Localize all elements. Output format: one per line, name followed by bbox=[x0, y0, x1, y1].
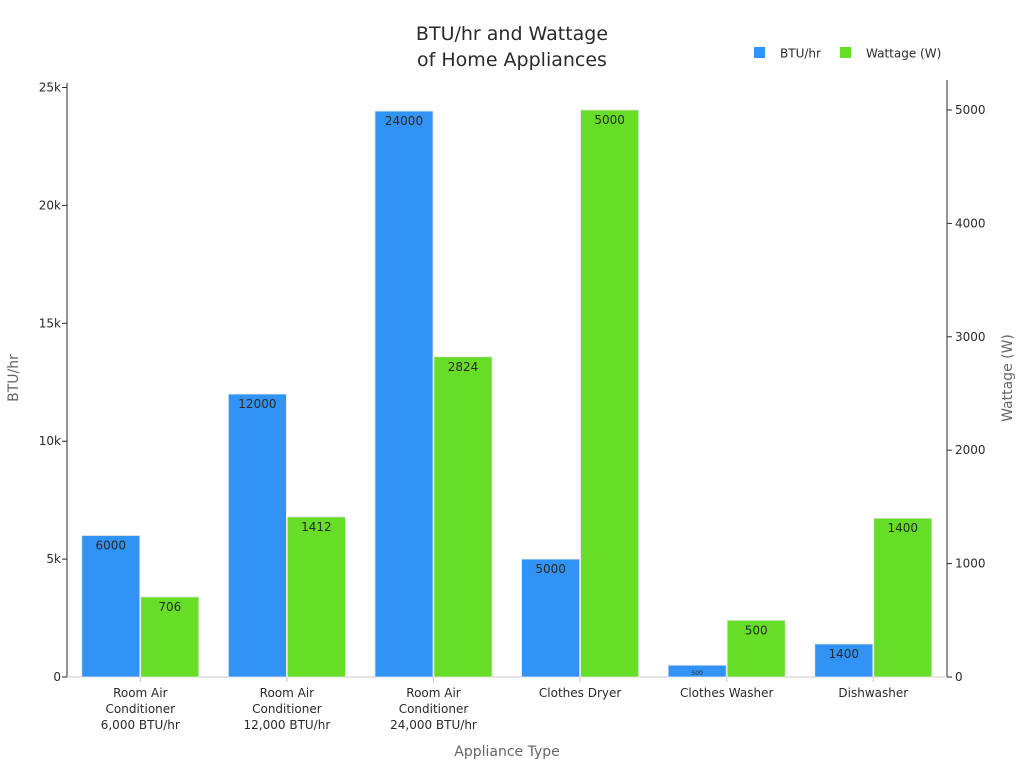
bar-value-label: 1400 bbox=[829, 647, 860, 661]
bar-value-label: 2824 bbox=[448, 360, 479, 374]
bar-btu bbox=[521, 558, 580, 678]
legend-label: BTU/hr bbox=[780, 47, 821, 61]
axes: 0 5k 10k 15k 20k 25k 0 1000 2000 3000 4000 5000 Room… bbox=[39, 80, 986, 732]
x-tick-label-line: 24,000 BTU/hr bbox=[390, 718, 477, 732]
bar-value-label: 1400 bbox=[888, 521, 919, 535]
bar-wattage bbox=[286, 516, 346, 678]
chart-title-line: of Home Appliances bbox=[417, 49, 607, 71]
chart-title-line: BTU/hr and Wattage bbox=[416, 23, 608, 45]
bar-btu bbox=[374, 110, 434, 678]
bar-value-label: 500 bbox=[745, 623, 768, 637]
x-tick-label: Dishwasher bbox=[838, 686, 908, 700]
x-tick-label-line: Conditioner bbox=[399, 702, 469, 716]
bar-value-label: 1412 bbox=[301, 520, 332, 534]
y-left-tick-label: 15k bbox=[39, 316, 61, 330]
y-left-tick-label: 5k bbox=[46, 552, 61, 566]
legend-swatch bbox=[840, 47, 851, 58]
bar-btu bbox=[814, 643, 874, 678]
y-axis-title-left: BTU/hr bbox=[6, 354, 22, 402]
y-right-tick-label: 2000 bbox=[955, 443, 986, 457]
x-tick-label-line: Clothes Washer bbox=[680, 686, 774, 700]
x-tick-label: Room Air Conditioner 12,000 BTU/hr bbox=[244, 686, 331, 732]
x-tick-label-line: Conditioner bbox=[106, 702, 176, 716]
bar-value-label: 500 bbox=[691, 670, 703, 677]
legend-label: Wattage (W) bbox=[866, 47, 941, 61]
bar-wattage bbox=[433, 356, 493, 678]
y-right-tick-label: 5000 bbox=[955, 103, 986, 117]
x-tick-label-line: Room Air bbox=[406, 686, 461, 700]
y-right-tick-label: 4000 bbox=[955, 216, 986, 230]
x-tick-label: Clothes Dryer bbox=[539, 686, 621, 700]
x-axis-title: Appliance Type bbox=[454, 744, 560, 760]
bar-btu bbox=[81, 535, 141, 678]
bar-value-label: 12000 bbox=[238, 397, 276, 411]
x-tick-label-line: Conditioner bbox=[252, 702, 322, 716]
y-right-tick-label: 0 bbox=[955, 670, 963, 684]
bar-value-label: 5000 bbox=[594, 113, 625, 127]
x-tick-label-line: Dishwasher bbox=[838, 686, 908, 700]
y-left-tick-label: 10k bbox=[39, 434, 61, 448]
y-axis-title-right: Wattage (W) bbox=[1000, 334, 1016, 422]
bar-value-label: 5000 bbox=[535, 562, 566, 576]
y-left-tick-label: 20k bbox=[39, 198, 61, 212]
chart-title: BTU/hr and Wattage of Home Appliances bbox=[416, 23, 608, 71]
bar-wattage bbox=[726, 619, 786, 678]
bar-wattage bbox=[873, 517, 933, 678]
bar-btu bbox=[667, 664, 727, 678]
bar-value-label: 24000 bbox=[385, 114, 423, 128]
legend-swatch bbox=[754, 47, 765, 58]
bars bbox=[81, 109, 933, 678]
y-right-tick-label: 1000 bbox=[955, 557, 986, 571]
x-tick-label: Room Air Conditioner 24,000 BTU/hr bbox=[390, 686, 477, 732]
bar-value-label: 6000 bbox=[96, 539, 127, 553]
bar-btu bbox=[227, 393, 287, 678]
y-left-tick-label: 25k bbox=[39, 81, 61, 95]
x-tick-label-line: Clothes Dryer bbox=[539, 686, 621, 700]
x-tick-label-line: 12,000 BTU/hr bbox=[244, 718, 331, 732]
x-tick-label-line: Room Air bbox=[113, 686, 168, 700]
x-tick-label: Clothes Washer bbox=[680, 686, 774, 700]
bar-value-label: 706 bbox=[158, 600, 181, 614]
bar-wattage bbox=[580, 109, 639, 678]
data-labels: 6000 12000 24000 5000 500 1400 706 1412 2824 5000… bbox=[96, 113, 919, 677]
legend: BTU/hr Wattage (W) bbox=[754, 47, 941, 61]
x-tick-label-line: 6,000 BTU/hr bbox=[101, 718, 180, 732]
bar-wattage bbox=[140, 596, 200, 678]
y-left-tick-label: 0 bbox=[53, 670, 61, 684]
x-tick-label-line: Room Air bbox=[260, 686, 315, 700]
y-right-tick-label: 3000 bbox=[955, 330, 986, 344]
x-tick-label: Room Air Conditioner 6,000 BTU/hr bbox=[101, 686, 180, 732]
